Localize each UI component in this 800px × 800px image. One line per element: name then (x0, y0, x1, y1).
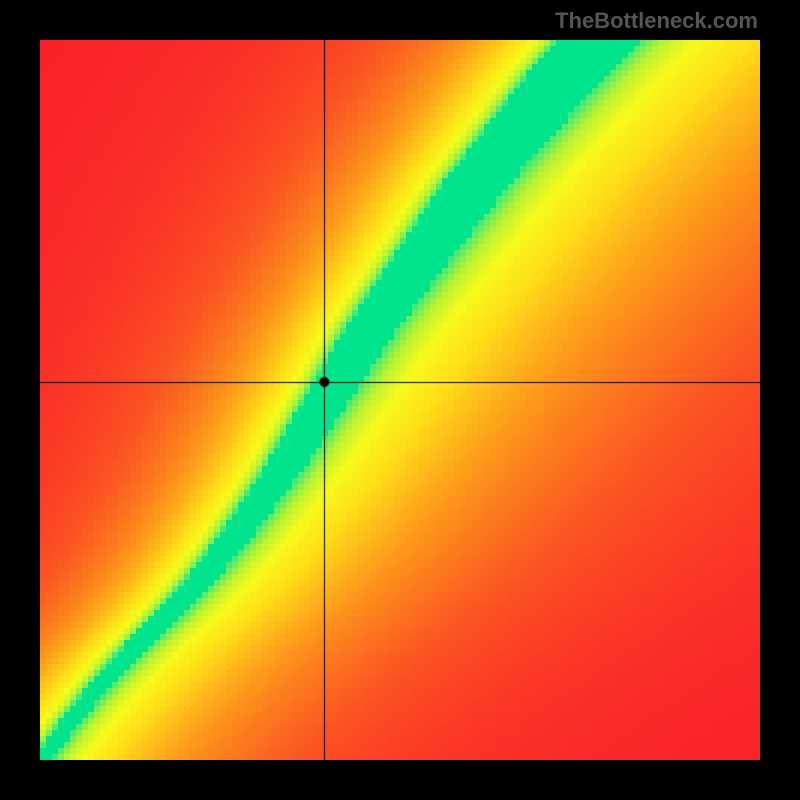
watermark-text: TheBottleneck.com (555, 8, 758, 34)
bottleneck-heatmap (40, 40, 760, 760)
chart-container: TheBottleneck.com (0, 0, 800, 800)
